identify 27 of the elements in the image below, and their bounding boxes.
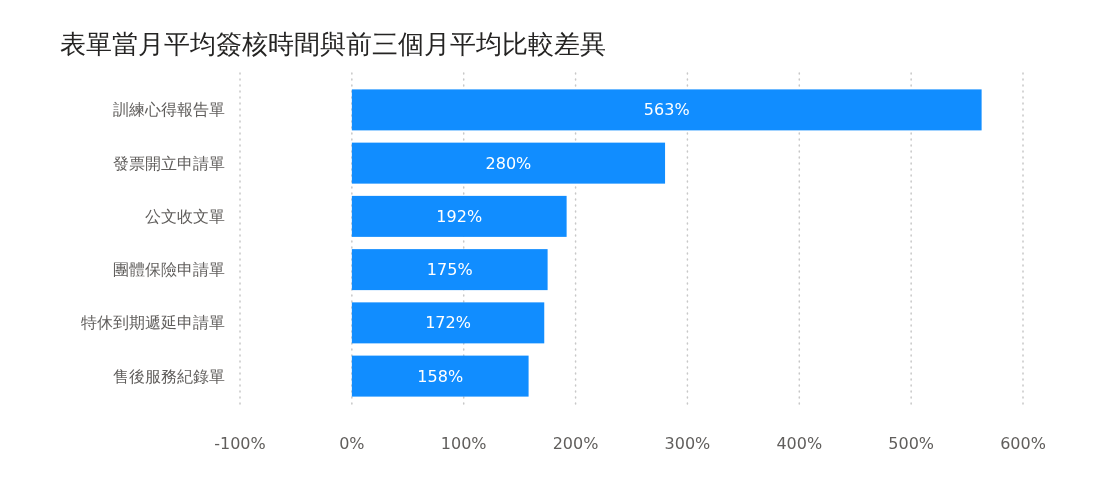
x-tick-label: 600% bbox=[1000, 434, 1046, 453]
bar bbox=[351, 89, 982, 131]
bar bbox=[351, 302, 545, 344]
x-tick-label: 200% bbox=[552, 434, 599, 453]
data-label: 280% bbox=[485, 153, 532, 173]
data-label: 563% bbox=[643, 100, 690, 120]
bar bbox=[351, 355, 529, 397]
bar bbox=[351, 142, 666, 184]
y-tick-label: 訓練心得報告單 bbox=[113, 100, 225, 120]
y-tick-label: 發票開立申請單 bbox=[113, 153, 225, 173]
data-label: 175% bbox=[426, 260, 473, 280]
data-label: 172% bbox=[425, 313, 471, 333]
chart-title: 表單當月平均簽核時間與前三個月平均比較差異 bbox=[60, 29, 606, 59]
data-label: 192% bbox=[436, 206, 483, 226]
y-tick-label: 特休到期遞延申請單 bbox=[81, 313, 225, 333]
bar bbox=[351, 249, 548, 291]
y-tick-label: 團體保險申請單 bbox=[113, 260, 225, 280]
bar bbox=[351, 195, 567, 237]
x-tick-label: 500% bbox=[888, 434, 935, 453]
x-tick-label: -100% bbox=[214, 434, 266, 453]
y-tick-label: 售後服務紀錄單 bbox=[113, 366, 225, 386]
x-tick-label: 300% bbox=[664, 434, 711, 453]
x-tick-label: 100% bbox=[440, 434, 487, 453]
y-tick-label: 公文收文單 bbox=[145, 206, 225, 226]
data-label: 158% bbox=[417, 366, 464, 386]
x-tick-label: 400% bbox=[776, 434, 823, 453]
x-tick-label: 0% bbox=[339, 434, 365, 453]
